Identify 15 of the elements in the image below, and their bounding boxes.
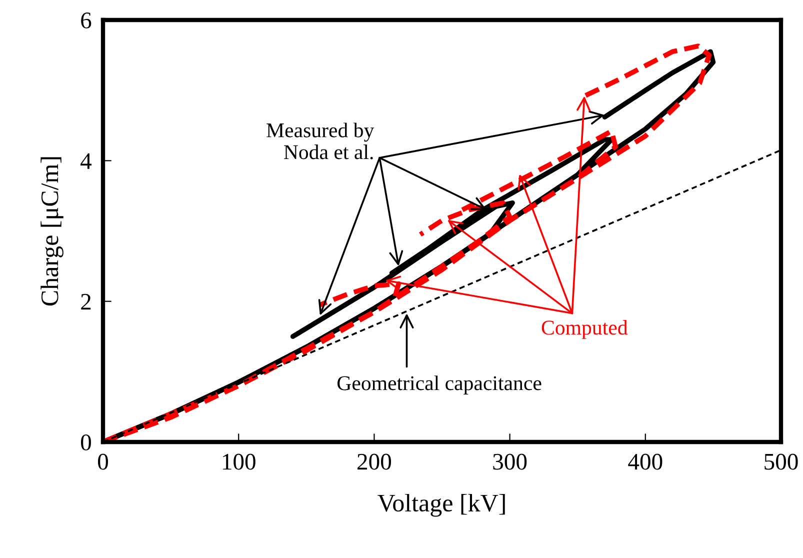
x-tick-label: 400 [628,454,662,470]
x-tick-label: 100 [222,454,256,470]
annotation: Geometrical capacitance [337,376,542,394]
y-tick-label: 4 [80,153,92,169]
x-tick-label: 500 [764,454,798,470]
annotation: Measured by Noda et al. [266,122,374,160]
y-tick-label: 2 [81,294,91,310]
x-tick-label: 200 [358,454,392,470]
y-tick-label: 6 [81,12,92,28]
y-tick-label: 0 [80,434,91,450]
y-axis-title: Charge [μC/m] [40,157,64,306]
x-tick-label: 0 [98,454,108,470]
annotation: Computed [542,320,628,339]
x-axis-title: Voltage [kV] [378,494,505,517]
x-tick-label: 300 [493,454,527,470]
